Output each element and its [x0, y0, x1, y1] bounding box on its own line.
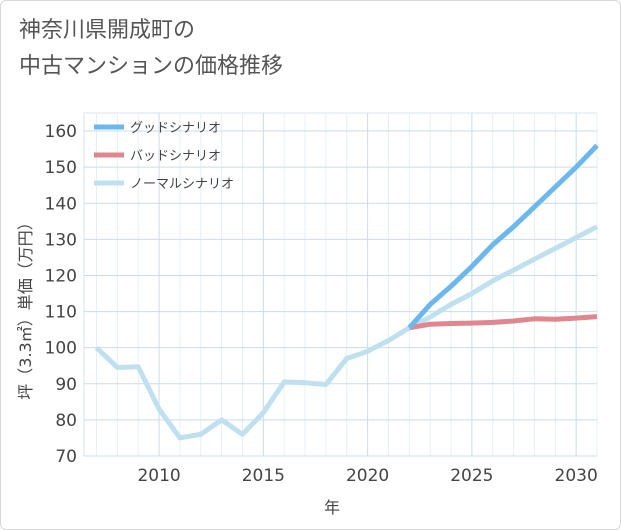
x-tick-label: 2025: [450, 466, 493, 486]
y-tick-label: 120: [45, 266, 77, 286]
x-tick-labels: 2010 2015 2020 2025 2030: [137, 466, 597, 486]
y-tick-label: 140: [45, 194, 77, 214]
series-line-3: [94, 224, 599, 441]
grid-lines: [83, 112, 598, 457]
y-tick-label: 100: [45, 339, 77, 359]
series-line-2: [408, 314, 598, 331]
plot-area: [83, 112, 598, 457]
series-lines: [94, 143, 599, 441]
legend-label: バッドシナリオ: [130, 149, 221, 164]
y-tick-label: 80: [55, 411, 77, 431]
x-tick-label: 2030: [555, 466, 598, 486]
y-tick-label: 130: [45, 230, 77, 250]
y-tick-label: 150: [45, 158, 77, 178]
y-tick-label: 110: [45, 303, 77, 323]
x-tick-label: 2010: [137, 466, 180, 486]
legend-label: ノーマルシナリオ: [130, 177, 234, 192]
y-tick-label: 90: [55, 375, 77, 395]
x-axis-title: 年: [324, 498, 340, 517]
y-tick-label: 160: [45, 122, 77, 142]
x-tick-label: 2020: [346, 466, 389, 486]
legend-label: グッドシナリオ: [130, 121, 221, 136]
chart-title: 神奈川県開成町の 中古マンションの価格推移: [19, 18, 284, 79]
series-line-1: [407, 143, 599, 330]
y-tick-labels: 70 80 90 100 110 120 130 140 150 160: [45, 122, 77, 467]
y-tick-label: 70: [55, 447, 77, 467]
y-axis-title: 坪（3.3㎡）単価（万円）: [16, 214, 35, 399]
x-tick-label: 2015: [242, 466, 285, 486]
